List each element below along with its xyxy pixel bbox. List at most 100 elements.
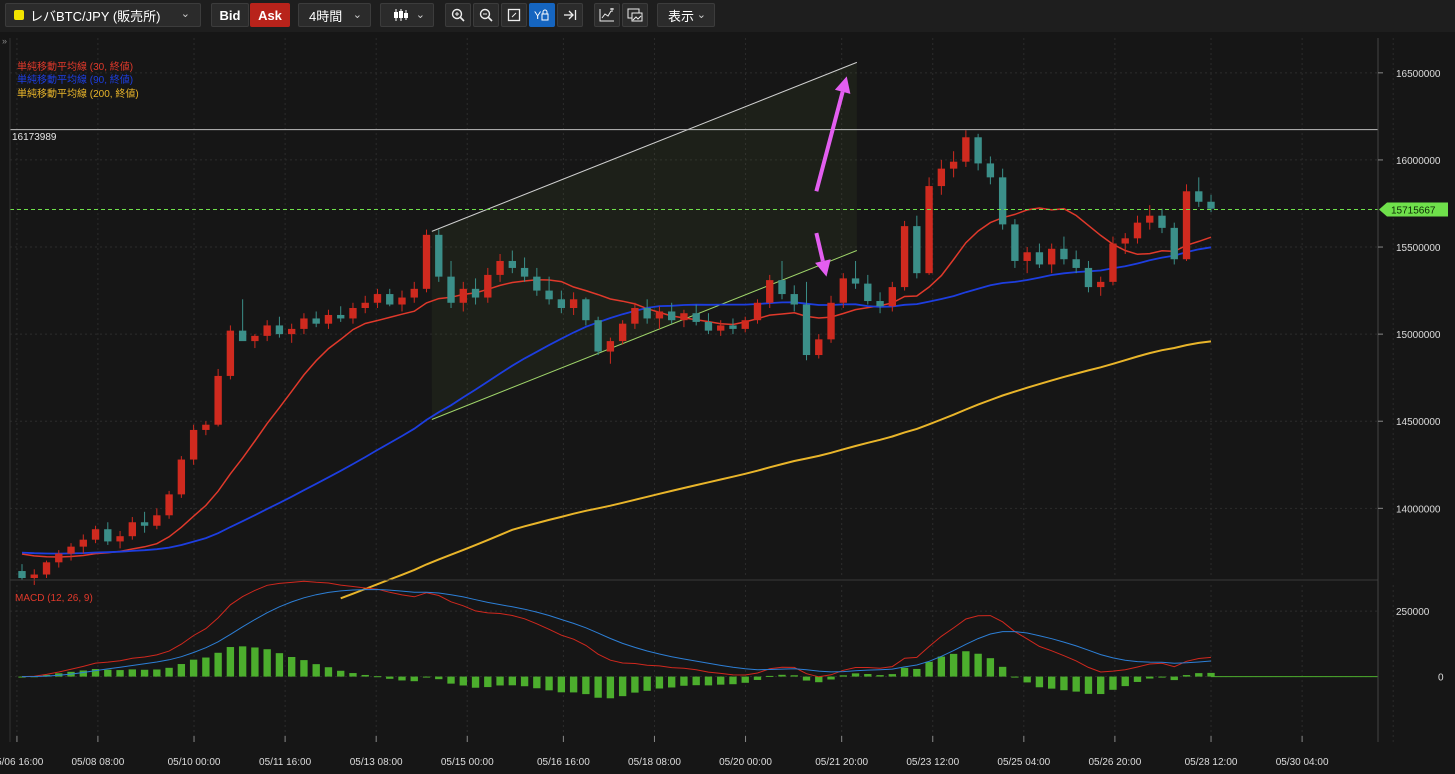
candle-body: [582, 299, 590, 321]
candle-body: [312, 318, 320, 324]
symbol-label: レバBTC/JPY (販売所): [30, 8, 161, 24]
candle-body: [496, 260, 504, 275]
candle-body: [851, 278, 860, 284]
candle-body: [876, 301, 884, 307]
zoom-out-icon: [479, 8, 493, 22]
macd-histogram-bar: [766, 675, 774, 677]
moving-averages: [21, 207, 1212, 600]
timeframe-selector[interactable]: 4時間 ⌄: [298, 3, 371, 27]
candle-body: [18, 571, 26, 578]
candle-body: [1097, 281, 1105, 288]
macd-histogram-bar: [140, 669, 149, 677]
candle-body: [1146, 215, 1154, 223]
macd-histogram-bar: [324, 667, 333, 677]
macd-panel: [10, 579, 1378, 699]
candle-body: [1207, 201, 1215, 209]
macd-histogram-bar: [386, 676, 394, 679]
macd-histogram-bar: [337, 670, 345, 677]
macd-histogram-bar: [888, 674, 896, 677]
x-tick-label: 05/30 04:00: [1276, 757, 1329, 768]
display-menu[interactable]: 表示 ⌄: [657, 3, 715, 27]
macd-histogram-bar: [729, 676, 737, 685]
macd-histogram-bar: [349, 673, 357, 677]
candle-body: [618, 323, 627, 342]
macd-histogram-bar: [471, 676, 480, 688]
candle-body: [655, 311, 664, 319]
chart-type-selector[interactable]: ⌄: [380, 3, 434, 27]
macd-histogram-bar: [643, 676, 651, 691]
macd-histogram-bar: [1146, 676, 1154, 679]
candle-body: [202, 424, 210, 430]
candle-body: [778, 280, 786, 295]
macd-line: [21, 580, 1212, 678]
screenshot-button[interactable]: [622, 3, 648, 27]
macd-histogram-bar: [128, 669, 136, 677]
macd-histogram-bar: [202, 657, 210, 677]
x-tick-label: 05/28 12:00: [1185, 757, 1238, 768]
x-tick-label: 05/23 12:00: [906, 757, 959, 768]
macd-histogram-bar: [913, 668, 921, 677]
add-indicator-button[interactable]: [594, 3, 620, 27]
macd-histogram-bar: [1109, 676, 1117, 690]
macd-histogram-bar: [459, 676, 467, 686]
candle-body: [140, 522, 149, 526]
ask-button[interactable]: Ask: [250, 3, 290, 27]
sma30-line: [21, 207, 1212, 558]
candle-body: [373, 294, 382, 303]
candle-body: [925, 186, 933, 274]
candle-body: [974, 137, 982, 164]
macd-histogram-bar: [312, 664, 320, 677]
candle-body: [471, 288, 480, 298]
candle-body: [128, 522, 136, 537]
arrow-head-icon: [834, 76, 851, 94]
macd-histogram-bar: [275, 653, 284, 677]
macd-histogram-bar: [1023, 676, 1031, 683]
candle-body: [30, 574, 38, 578]
candle-body: [1023, 252, 1031, 261]
macd-histogram-bar: [667, 676, 676, 688]
candle-body: [422, 234, 431, 289]
zoom-in-button[interactable]: [445, 3, 471, 27]
candle-body: [1133, 222, 1142, 239]
symbol-selector[interactable]: レバBTC/JPY (販売所) ⌄: [5, 3, 201, 27]
zoom-out-button[interactable]: [473, 3, 499, 27]
arrow-head-icon: [815, 259, 831, 277]
candle-body: [520, 267, 529, 277]
candle-body: [1060, 248, 1068, 260]
macd-histogram-bar: [1035, 676, 1044, 688]
macd-histogram-bar: [839, 675, 847, 677]
chevron-down-icon: ⌄: [180, 8, 190, 20]
chevron-down-icon: ⌄: [352, 9, 362, 21]
macd-histogram-bar: [496, 676, 504, 686]
macd-histogram-bar: [717, 676, 725, 685]
sma200-line: [340, 340, 1212, 600]
bid-button[interactable]: Bid: [211, 3, 249, 27]
timeframe-label: 4時間: [309, 8, 343, 24]
candle-body: [766, 280, 774, 303]
x-tick-label: 05/10 00:00: [168, 757, 221, 768]
log-scale-button[interactable]: Y: [529, 3, 555, 27]
trendline-channel-upper: [431, 61, 858, 232]
y-tick-label: 15500000: [1396, 243, 1441, 254]
macd-histogram-bar: [925, 661, 933, 677]
scroll-end-button[interactable]: [557, 3, 583, 27]
macd-histogram-bar: [815, 676, 823, 683]
candle-body: [1047, 248, 1056, 265]
current-price-label: 15715667: [1391, 205, 1436, 216]
candle-body: [447, 276, 455, 303]
macd-histogram-bar: [1195, 673, 1203, 677]
price-chart[interactable]: 15715667 14000000 14500000 15000000 1550000…: [0, 32, 1455, 774]
macd-tick-label: 0: [1438, 673, 1444, 684]
macd-histogram-bar: [582, 676, 590, 695]
svg-text:Y: Y: [534, 10, 542, 22]
candle-body: [324, 314, 333, 324]
candle-body: [900, 226, 909, 288]
candle-body: [802, 304, 811, 356]
macd-histogram-bar: [263, 649, 271, 677]
candle-body: [949, 161, 958, 169]
x-tick-label: 05/20 00:00: [719, 757, 772, 768]
macd-histogram-bar: [741, 676, 749, 683]
macd-histogram-bar: [802, 676, 811, 681]
fit-button[interactable]: [501, 3, 527, 27]
macd-histogram-bar: [1182, 675, 1191, 677]
